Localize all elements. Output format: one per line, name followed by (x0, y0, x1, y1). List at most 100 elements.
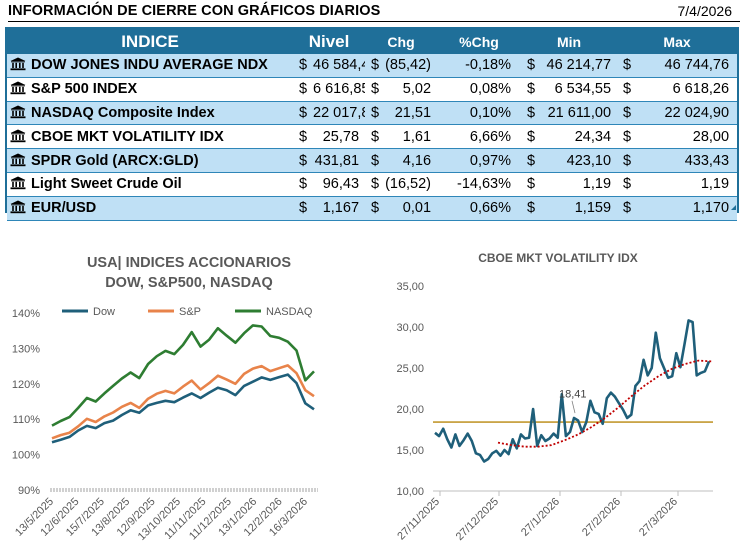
min-value: 6 534,55 (541, 77, 618, 102)
min-value: 423,10 (541, 148, 618, 173)
currency-sign: $ (521, 172, 542, 197)
chart2-series-vix (434, 319, 711, 463)
currency-sign: $ (617, 101, 638, 126)
min-value: 46 214,77 (541, 54, 618, 78)
col-header-chg: Chg (365, 29, 438, 54)
chart2-ytick: 15,00 (396, 445, 424, 457)
currency-sign: $ (617, 124, 638, 150)
bank-icon (10, 57, 31, 73)
currency-sign: $ (365, 196, 386, 221)
indices-chart: USA| INDICES ACCIONARIOS DOW, S&P500, NA… (12, 255, 318, 543)
chg-value: 21,51 (385, 101, 438, 126)
currency-sign: $ (521, 124, 542, 150)
currency-sign: $ (617, 172, 638, 197)
chart1-ytick: 140% (12, 308, 40, 320)
nivel-value: 96,43 (313, 172, 366, 197)
nivel-value: 46 584,46 (313, 54, 366, 78)
pctchg-value: 0,66% (437, 196, 522, 221)
chart1-legend-label: S&P (179, 306, 201, 318)
col-header-indice: INDICE (7, 29, 293, 54)
chart1-legend-label: Dow (93, 306, 115, 318)
chart1-series-nasdaq (51, 324, 315, 427)
col-header-pctchg: %Chg (437, 29, 522, 54)
currency-sign: $ (365, 124, 386, 150)
nivel-value: 1,167 (313, 196, 366, 221)
market-table: INDICE Nivel Chg %Chg Min Max DOW JONES … (5, 27, 739, 221)
max-value: 6 618,26 (637, 77, 738, 102)
chart2-ytick: 30,00 (396, 322, 424, 334)
chg-value: 0,01 (385, 196, 438, 221)
row-name: S&P 500 INDEX (31, 81, 138, 98)
row-name-cell: EUR/USD (7, 196, 293, 221)
chart2-annotation-leader (571, 400, 576, 414)
min-value: 21 611,00 (541, 101, 618, 126)
chg-value: 5,02 (385, 77, 438, 102)
row-name: SPDR Gold (ARCX:GLD) (31, 152, 199, 169)
max-value: 433,43 (637, 148, 738, 173)
currency-sign: $ (293, 148, 313, 173)
chart2-ytick: 10,00 (396, 486, 424, 498)
currency-sign: $ (521, 148, 542, 173)
currency-sign: $ (365, 77, 386, 102)
chart2-xtick: 27/2/2026 (580, 496, 623, 539)
currency-sign: $ (617, 196, 638, 221)
bank-icon (10, 129, 31, 145)
currency-sign: $ (293, 172, 313, 197)
max-value: 1,170 (637, 196, 738, 221)
chart1-series-dow (51, 373, 315, 444)
max-value: 1,19 (637, 172, 738, 197)
currency-sign: $ (521, 196, 542, 221)
table-header-row: INDICE Nivel Chg %Chg Min Max (7, 29, 738, 54)
row-name: NASDAQ Composite Index (31, 104, 215, 121)
table-resize-handle[interactable] (731, 205, 736, 210)
currency-sign: $ (365, 101, 386, 126)
nivel-value: 22 017,85 (313, 101, 366, 126)
table-row: S&P 500 INDEX $6 616,85 $5,02 0,08% $6 534,5… (7, 77, 738, 102)
bank-icon (10, 176, 31, 192)
chart2-xtick: 27/12/2025 (454, 496, 501, 543)
chart1-subtitle: DOW, S&P500, NASDAQ (105, 275, 273, 291)
currency-sign: $ (293, 54, 313, 78)
title-underline (8, 21, 740, 22)
row-name: EUR/USD (31, 200, 97, 217)
currency-sign: $ (521, 101, 542, 126)
col-header-nivel: Nivel (293, 29, 366, 54)
row-name-cell: NASDAQ Composite Index (7, 101, 293, 126)
row-name: CBOE MKT VOLATILITY IDX (31, 128, 224, 145)
pctchg-value: -14,63% (437, 172, 522, 197)
bank-icon (10, 105, 31, 121)
row-name-cell: Light Sweet Crude Oil (7, 172, 293, 197)
min-value: 1,159 (541, 196, 618, 221)
chart2-title: CBOE MKT VOLATILITY IDX (478, 251, 638, 265)
col-header-max: Max (617, 29, 738, 54)
report-date: 7/4/2026 (677, 3, 733, 19)
chart1-series-sp (51, 364, 315, 440)
chg-value: (16,52) (385, 172, 438, 197)
pctchg-value: 0,10% (437, 101, 522, 126)
currency-sign: $ (365, 172, 386, 197)
table-row: SPDR Gold (ARCX:GLD) $431,81 $4,16 0,97% $42… (7, 148, 738, 173)
currency-sign: $ (521, 77, 542, 102)
chart1-title: USA| INDICES ACCIONARIOS (87, 255, 291, 271)
chg-value: 1,61 (385, 124, 438, 150)
currency-sign: $ (293, 77, 313, 102)
bank-icon (10, 81, 31, 97)
vix-chart: CBOE MKT VOLATILITY IDX 18,41 10,00 15,00… (395, 251, 713, 543)
currency-sign: $ (293, 196, 313, 221)
table-row: CBOE MKT VOLATILITY IDX $25,78 $1,61 6,66% $… (7, 124, 738, 150)
table-row: Light Sweet Crude Oil $96,43 $ (16,52) -14,6… (7, 172, 738, 197)
chart2-ytick: 20,00 (396, 404, 424, 416)
chg-value: (85,42) (385, 54, 438, 78)
chart1-ytick: 120% (12, 379, 40, 391)
pctchg-value: 0,08% (437, 77, 522, 102)
currency-sign: $ (617, 148, 638, 173)
row-name-cell: DOW JONES INDU AVERAGE NDX (7, 54, 293, 78)
max-value: 28,00 (637, 124, 738, 150)
pctchg-value: -0,18% (437, 54, 522, 78)
chart2-ytick: 35,00 (396, 281, 424, 293)
max-value: 46 744,76 (637, 54, 738, 78)
min-value: 1,19 (541, 172, 618, 197)
col-header-min: Min (521, 29, 618, 54)
chart2-xtick: 27/11/2025 (395, 496, 442, 543)
chart2-annotation: 18,41 (559, 389, 587, 401)
